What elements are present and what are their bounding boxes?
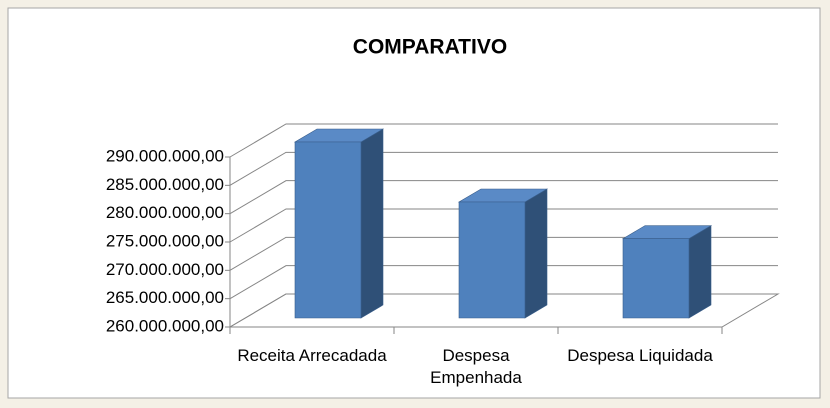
grid-line (229, 123, 778, 158)
x-tick-label: Despesa Empenhada (430, 346, 522, 387)
x-tick-label: Receita Arrecadada (237, 346, 387, 365)
chart-title: COMPARATIVO (353, 36, 507, 59)
grid-line (229, 208, 778, 243)
y-tick-label: 275.000.000,00 (106, 231, 224, 250)
y-tick-label: 260.000.000,00 (106, 316, 224, 335)
bar-front (458, 201, 526, 319)
y-tick-label: 265.000.000,00 (106, 288, 224, 307)
y-tick-label: 290.000.000,00 (106, 146, 224, 165)
grid-line (229, 265, 778, 300)
x-tick-label: Despesa Liquidada (567, 346, 713, 365)
bar-side (360, 128, 384, 319)
bar (621, 225, 713, 319)
bar (293, 128, 385, 319)
y-tick-label: 280.000.000,00 (106, 203, 224, 222)
bar-front (294, 141, 362, 319)
grid-line (229, 151, 778, 186)
bar-side (688, 225, 712, 319)
grid-line (229, 293, 778, 328)
bar (457, 188, 549, 319)
bar-side (524, 188, 548, 319)
grid-line (229, 236, 778, 271)
y-tick-label: 285.000.000,00 (106, 175, 224, 194)
grid-line (229, 180, 778, 215)
chart-area (7, 7, 821, 399)
bar-front (622, 238, 690, 319)
y-tick-label: 270.000.000,00 (106, 260, 224, 279)
